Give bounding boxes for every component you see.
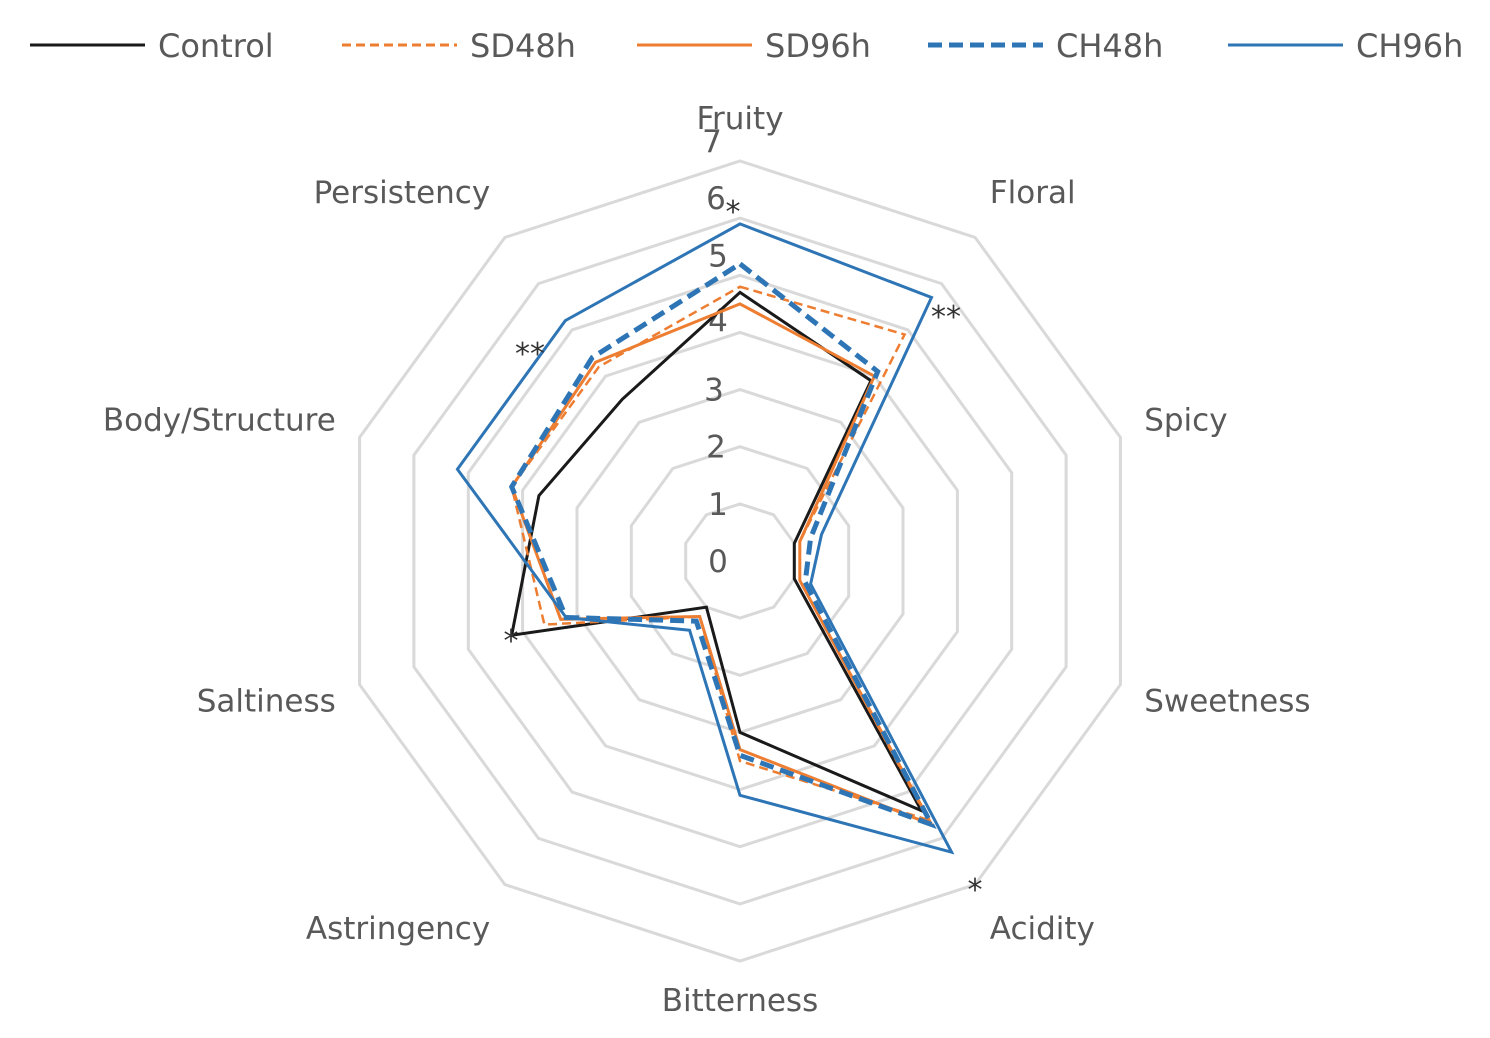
- grid-ring-4: [521, 330, 959, 792]
- series-group: [455, 222, 955, 855]
- axis-label-bitterness: Bitterness: [662, 983, 818, 1019]
- radial-ticks: 0 1 2 3 4 5 6 7: [702, 124, 728, 580]
- axis-label-body-structure: Body/Structure: [103, 402, 336, 438]
- axis-label-saltiness: Saltiness: [197, 684, 336, 720]
- annotation-fruity: *: [726, 195, 741, 230]
- axis-label-floral: Floral: [990, 175, 1076, 211]
- legend-label-ch96h: CH96h: [1356, 27, 1463, 65]
- annotation-saltiness: *: [504, 624, 519, 659]
- grid-ring-6: [412, 216, 1068, 906]
- legend: Control SD48h SD96h CH48h CH96h: [30, 27, 1463, 65]
- series-ch96h: [455, 222, 955, 855]
- axis-label-spicy: Spicy: [1144, 402, 1227, 438]
- annotation-persistency: **: [515, 337, 545, 372]
- tick-label-2: 2: [706, 430, 726, 466]
- axis-labels: Fruity Floral Spicy Sweetness Acidity Bittern…: [103, 101, 1311, 1019]
- grid-ring-1: [684, 502, 796, 620]
- axis-label-sweetness: Sweetness: [1144, 684, 1310, 720]
- axis-label-astringency: Astringency: [306, 911, 490, 947]
- radar-grid: [358, 159, 1122, 963]
- tick-label-1: 1: [708, 487, 728, 523]
- grid-ring-7: [358, 159, 1122, 963]
- tick-label-6: 6: [706, 181, 726, 217]
- axis-label-fruity: Fruity: [696, 101, 783, 137]
- annotation-acidity: *: [968, 873, 983, 908]
- tick-label-3: 3: [704, 373, 724, 409]
- tick-label-5: 5: [708, 238, 728, 274]
- tick-label-0: 0: [708, 544, 728, 580]
- legend-label-sd48h: SD48h: [470, 27, 576, 65]
- legend-label-sd96h: SD96h: [765, 27, 871, 65]
- annotation-floral: **: [931, 300, 961, 335]
- significance-annotations: *******: [504, 195, 983, 908]
- legend-label-ch48h: CH48h: [1056, 27, 1163, 65]
- axis-label-persistency: Persistency: [314, 175, 491, 211]
- axis-label-acidity: Acidity: [990, 911, 1095, 947]
- legend-label-control: Control: [158, 27, 274, 65]
- series-sd96h: [510, 302, 935, 828]
- series-ch48h: [508, 260, 937, 830]
- series-control: [509, 290, 925, 814]
- tick-label-4: 4: [708, 303, 728, 339]
- grid-ring-5: [466, 273, 1014, 849]
- tick-label-7: 7: [702, 124, 722, 160]
